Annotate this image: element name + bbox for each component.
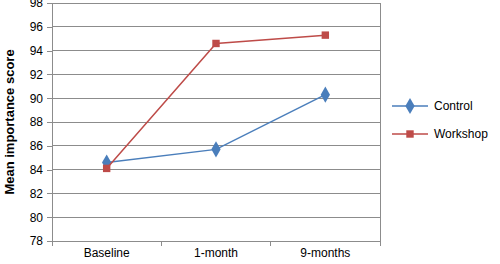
grid-line bbox=[52, 50, 380, 51]
y-tick-label: 88 bbox=[30, 115, 44, 129]
y-tick-label: 94 bbox=[30, 44, 44, 58]
legend-marker bbox=[406, 130, 413, 137]
grid-line bbox=[52, 98, 380, 99]
plot-frame bbox=[52, 3, 380, 241]
legend-label: Workshop bbox=[434, 127, 488, 141]
y-tick-mark bbox=[47, 27, 52, 28]
x-boundary-tick bbox=[52, 241, 53, 246]
x-boundary-tick bbox=[380, 241, 381, 246]
y-tick-label: 86 bbox=[30, 139, 44, 153]
y-axis: 78 80 82 84 86 88 90 92 94 96 98 bbox=[30, 0, 53, 248]
y-tick: 78 bbox=[30, 234, 52, 248]
y-tick-mark bbox=[47, 3, 52, 4]
series-line bbox=[107, 95, 326, 163]
x-tick-label: 9-months bbox=[300, 246, 350, 260]
x-tick: Baseline bbox=[84, 241, 130, 260]
grid-line bbox=[52, 74, 380, 75]
y-tick-label: 96 bbox=[30, 20, 44, 34]
y-tick: 82 bbox=[30, 187, 52, 201]
x-boundary-tick bbox=[161, 241, 162, 246]
legend-item: Workshop bbox=[392, 127, 488, 141]
y-tick-label: 78 bbox=[30, 234, 44, 248]
legend-label: Control bbox=[434, 99, 473, 113]
y-tick-label: 80 bbox=[30, 211, 44, 225]
x-boundary-tick bbox=[270, 241, 271, 246]
y-tick-label: 92 bbox=[30, 68, 44, 82]
y-tick-mark bbox=[47, 51, 52, 52]
grid bbox=[52, 3, 380, 241]
y-tick: 80 bbox=[30, 211, 52, 225]
grid-line bbox=[52, 217, 380, 218]
y-tick-label: 82 bbox=[30, 187, 44, 201]
y-tick-label: 90 bbox=[30, 92, 44, 106]
grid-line bbox=[52, 26, 380, 27]
grid-line bbox=[52, 193, 380, 194]
y-tick-mark bbox=[47, 170, 52, 171]
x-tick-label: 1-month bbox=[194, 246, 238, 260]
x-axis: Baseline 1-month 9-months bbox=[53, 241, 381, 260]
y-tick-mark bbox=[47, 98, 52, 99]
chart: 78 80 82 84 86 88 90 92 94 96 98 Baseline 1-month 9-m… bbox=[0, 0, 500, 264]
series-group bbox=[102, 31, 330, 172]
x-tick: 1-month bbox=[194, 241, 238, 260]
y-tick: 96 bbox=[30, 20, 52, 34]
y-tick: 88 bbox=[30, 115, 52, 129]
legend-item: Control bbox=[392, 98, 473, 114]
y-tick: 86 bbox=[30, 139, 52, 153]
plot: 78 80 82 84 86 88 90 92 94 96 98 Baseline 1-month 9-m… bbox=[30, 0, 381, 260]
y-axis-title: Mean importance score bbox=[2, 49, 17, 194]
series-marker bbox=[321, 87, 330, 103]
series-marker bbox=[211, 141, 220, 157]
y-tick-mark bbox=[47, 122, 52, 123]
series-marker bbox=[322, 31, 329, 38]
grid-line bbox=[52, 169, 380, 170]
y-tick-mark bbox=[47, 146, 52, 147]
legend: Control Workshop bbox=[392, 98, 488, 141]
y-tick-mark bbox=[47, 241, 52, 242]
y-tick-label: 84 bbox=[30, 163, 44, 177]
y-axis-line bbox=[47, 4, 53, 242]
y-tick: 90 bbox=[30, 92, 52, 106]
y-tick: 84 bbox=[30, 163, 52, 177]
legend-marker bbox=[405, 98, 414, 114]
y-tick-mark bbox=[47, 193, 52, 194]
x-tick-label: Baseline bbox=[84, 246, 130, 260]
x-tick: 9-months bbox=[300, 241, 350, 260]
series-marker bbox=[212, 40, 219, 47]
y-tick-mark bbox=[47, 217, 52, 218]
series-line bbox=[107, 35, 326, 168]
y-tick: 94 bbox=[30, 44, 52, 58]
y-tick: 92 bbox=[30, 68, 52, 82]
series-marker bbox=[103, 165, 110, 172]
grid-line bbox=[52, 122, 380, 123]
y-tick: 98 bbox=[30, 0, 52, 10]
y-tick-label: 98 bbox=[30, 0, 44, 10]
y-tick-mark bbox=[47, 74, 52, 75]
x-axis-line bbox=[53, 241, 381, 242]
